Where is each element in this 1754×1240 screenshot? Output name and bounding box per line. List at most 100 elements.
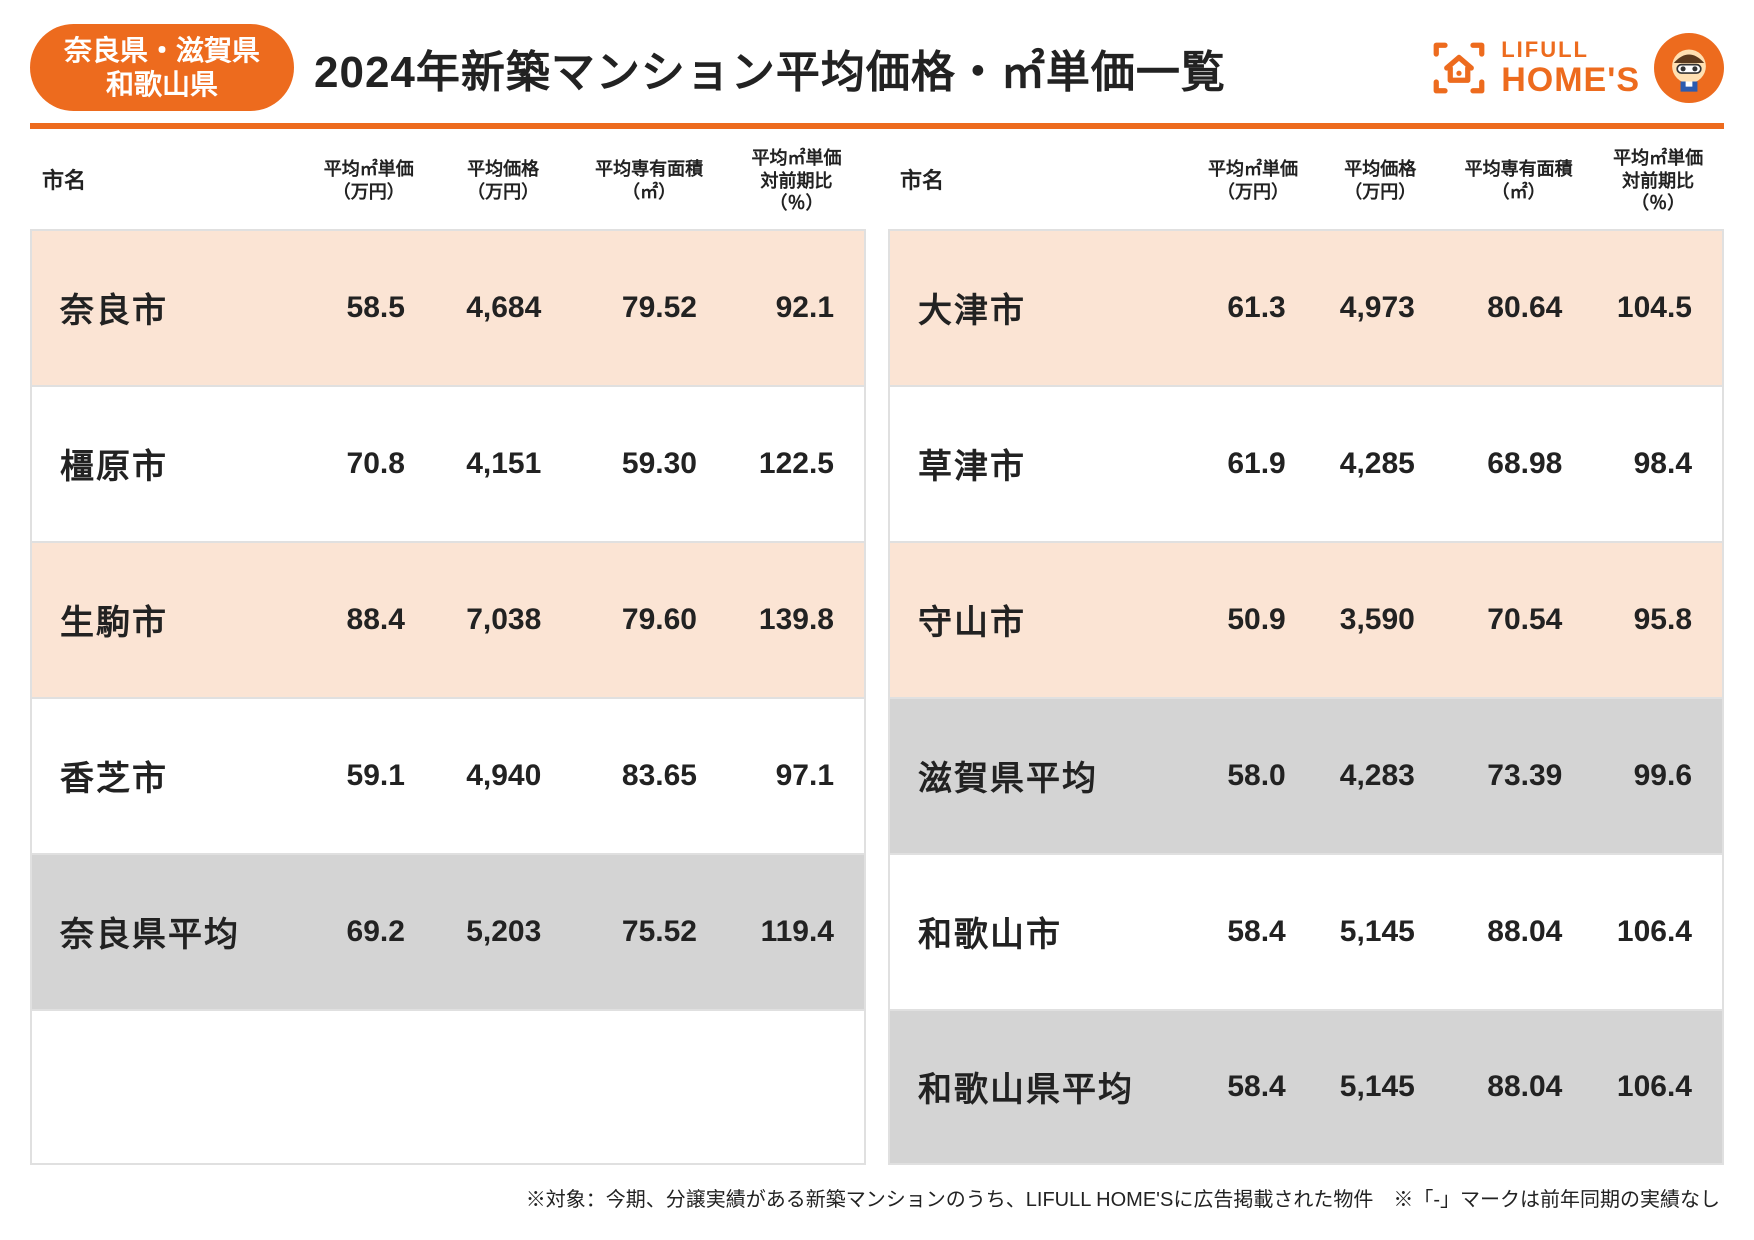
cell-yoy: 139.8 <box>727 541 866 697</box>
cell-unit: 61.9 <box>1190 385 1315 541</box>
cell-yoy: 104.5 <box>1592 229 1724 385</box>
mascot-icon <box>1654 33 1724 103</box>
price-table-right: 市名 平均㎡単価（万円） 平均価格（万円） 平均専有面積（㎡） 平均㎡単価対前期… <box>888 139 1724 1165</box>
brand-line2: HOME'S <box>1501 63 1640 97</box>
cell-city: 守山市 <box>888 541 1190 697</box>
cell-price: 5,145 <box>1316 853 1445 1009</box>
col-city: 市名 <box>30 139 303 229</box>
table-row: 奈良県平均69.25,20375.52119.4 <box>30 853 866 1009</box>
cell-yoy <box>727 1009 866 1165</box>
cell-city <box>30 1009 303 1165</box>
table-header-row: 市名 平均㎡単価（万円） 平均価格（万円） 平均専有面積（㎡） 平均㎡単価対前期… <box>30 139 866 229</box>
cell-area: 79.52 <box>571 229 727 385</box>
cell-yoy: 95.8 <box>1592 541 1724 697</box>
cell-city: 滋賀県平均 <box>888 697 1190 853</box>
table-row: 大津市61.34,97380.64104.5 <box>888 229 1724 385</box>
table-row: 生駒市88.47,03879.60139.8 <box>30 541 866 697</box>
cell-area: 80.64 <box>1445 229 1592 385</box>
table-row: 和歌山県平均58.45,14588.04106.4 <box>888 1009 1724 1165</box>
region-badge-line1: 奈良県・滋賀県 <box>64 34 260 68</box>
house-icon <box>1431 40 1487 96</box>
col-unit: 平均㎡単価（万円） <box>303 139 435 229</box>
cell-price: 4,151 <box>435 385 571 541</box>
table-row: 草津市61.94,28568.9898.4 <box>888 385 1724 541</box>
cell-city: 橿原市 <box>30 385 303 541</box>
cell-yoy: 92.1 <box>727 229 866 385</box>
cell-yoy: 106.4 <box>1592 853 1724 1009</box>
cell-price: 4,684 <box>435 229 571 385</box>
region-badge: 奈良県・滋賀県 和歌山県 <box>30 24 294 111</box>
col-area: 平均専有面積（㎡） <box>1445 139 1592 229</box>
cell-area: 75.52 <box>571 853 727 1009</box>
cell-city: 草津市 <box>888 385 1190 541</box>
cell-price: 3,590 <box>1316 541 1445 697</box>
cell-yoy: 122.5 <box>727 385 866 541</box>
table-row: 奈良市58.54,68479.5292.1 <box>30 229 866 385</box>
cell-yoy: 97.1 <box>727 697 866 853</box>
page-title: 2024年新築マンション平均価格・㎡単価一覧 <box>314 36 1411 100</box>
col-price: 平均価格（万円） <box>1316 139 1445 229</box>
cell-area: 79.60 <box>571 541 727 697</box>
cell-price: 4,285 <box>1316 385 1445 541</box>
table-row: 香芝市59.14,94083.6597.1 <box>30 697 866 853</box>
price-table-left: 市名 平均㎡単価（万円） 平均価格（万円） 平均専有面積（㎡） 平均㎡単価対前期… <box>30 139 866 1165</box>
page-root: 奈良県・滋賀県 和歌山県 2024年新築マンション平均価格・㎡単価一覧 LIFU… <box>0 0 1754 1212</box>
cell-price: 4,283 <box>1316 697 1445 853</box>
cell-price: 5,203 <box>435 853 571 1009</box>
cell-area: 73.39 <box>1445 697 1592 853</box>
cell-unit: 58.4 <box>1190 1009 1315 1165</box>
cell-area <box>571 1009 727 1165</box>
table-row: 和歌山市58.45,14588.04106.4 <box>888 853 1724 1009</box>
cell-unit: 70.8 <box>303 385 435 541</box>
cell-yoy: 98.4 <box>1592 385 1724 541</box>
cell-city: 大津市 <box>888 229 1190 385</box>
cell-unit: 69.2 <box>303 853 435 1009</box>
brand-text: LIFULL HOME'S <box>1501 39 1640 97</box>
cell-unit: 58.5 <box>303 229 435 385</box>
cell-unit: 58.4 <box>1190 853 1315 1009</box>
cell-city: 香芝市 <box>30 697 303 853</box>
col-area: 平均専有面積（㎡） <box>571 139 727 229</box>
cell-area: 70.54 <box>1445 541 1592 697</box>
col-price: 平均価格（万円） <box>435 139 571 229</box>
region-badge-line2: 和歌山県 <box>64 68 260 102</box>
col-yoy: 平均㎡単価対前期比（％） <box>1592 139 1724 229</box>
table-row <box>30 1009 866 1165</box>
cell-city: 生駒市 <box>30 541 303 697</box>
cell-area: 88.04 <box>1445 1009 1592 1165</box>
brand-block: LIFULL HOME'S <box>1431 33 1724 103</box>
table-row: 滋賀県平均58.04,28373.3999.6 <box>888 697 1724 853</box>
cell-price <box>435 1009 571 1165</box>
cell-city: 奈良市 <box>30 229 303 385</box>
cell-unit: 59.1 <box>303 697 435 853</box>
cell-unit: 61.3 <box>1190 229 1315 385</box>
header: 奈良県・滋賀県 和歌山県 2024年新築マンション平均価格・㎡単価一覧 LIFU… <box>30 24 1724 111</box>
cell-city: 奈良県平均 <box>30 853 303 1009</box>
cell-unit: 58.0 <box>1190 697 1315 853</box>
cell-yoy: 99.6 <box>1592 697 1724 853</box>
cell-city: 和歌山県平均 <box>888 1009 1190 1165</box>
table-row: 橿原市70.84,15159.30122.5 <box>30 385 866 541</box>
col-city: 市名 <box>888 139 1190 229</box>
footnote: ※対象：今期、分譲実績がある新築マンションのうち、LIFULL HOME'Sに広… <box>30 1183 1724 1212</box>
cell-unit: 50.9 <box>1190 541 1315 697</box>
cell-city: 和歌山市 <box>888 853 1190 1009</box>
cell-unit: 88.4 <box>303 541 435 697</box>
table-row: 守山市50.93,59070.5495.8 <box>888 541 1724 697</box>
cell-yoy: 119.4 <box>727 853 866 1009</box>
divider <box>30 123 1724 129</box>
cell-price: 4,940 <box>435 697 571 853</box>
col-yoy: 平均㎡単価対前期比（％） <box>727 139 866 229</box>
tables-wrap: 市名 平均㎡単価（万円） 平均価格（万円） 平均専有面積（㎡） 平均㎡単価対前期… <box>30 139 1724 1165</box>
table-header-row: 市名 平均㎡単価（万円） 平均価格（万円） 平均専有面積（㎡） 平均㎡単価対前期… <box>888 139 1724 229</box>
cell-price: 4,973 <box>1316 229 1445 385</box>
cell-area: 88.04 <box>1445 853 1592 1009</box>
cell-unit <box>303 1009 435 1165</box>
col-unit: 平均㎡単価（万円） <box>1190 139 1315 229</box>
cell-area: 83.65 <box>571 697 727 853</box>
cell-price: 7,038 <box>435 541 571 697</box>
cell-price: 5,145 <box>1316 1009 1445 1165</box>
brand-line1: LIFULL <box>1501 39 1640 61</box>
cell-yoy: 106.4 <box>1592 1009 1724 1165</box>
cell-area: 68.98 <box>1445 385 1592 541</box>
